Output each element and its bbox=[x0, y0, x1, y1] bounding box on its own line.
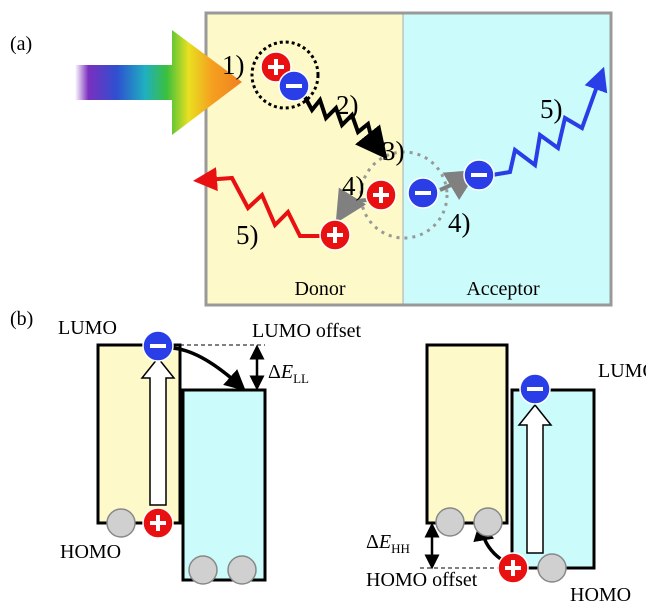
step-label: 5) bbox=[236, 220, 259, 250]
delta-label: ΔELL bbox=[268, 361, 309, 386]
offset-label: LUMO offset bbox=[252, 320, 362, 342]
empty-state bbox=[107, 509, 135, 537]
homo-label: HOMO bbox=[60, 541, 121, 563]
homo-label: HOMO bbox=[570, 584, 631, 606]
donor-label: Donor bbox=[294, 278, 345, 300]
empty-state bbox=[189, 556, 217, 584]
acceptor-label: Acceptor bbox=[466, 278, 540, 300]
step-label: 2) bbox=[336, 90, 359, 120]
diagram: (a) 1) 2) 3) 4) 4) 5) 5) Donor Acceptor … bbox=[0, 0, 646, 606]
panel-label: (b) bbox=[10, 308, 33, 330]
step-label: 4) bbox=[342, 171, 365, 201]
empty-state bbox=[538, 554, 566, 582]
transfer-arrow bbox=[172, 348, 238, 384]
delta-sub: HH bbox=[391, 541, 410, 556]
step-label: 3) bbox=[382, 136, 405, 166]
lumo-label: LUMO bbox=[598, 360, 646, 382]
delta-var: E bbox=[378, 531, 391, 553]
step-label: 5) bbox=[540, 94, 563, 124]
acceptor-box bbox=[183, 390, 265, 580]
delta-symbol: Δ bbox=[268, 361, 281, 383]
empty-state bbox=[474, 508, 502, 536]
delta-symbol: Δ bbox=[366, 531, 379, 553]
empty-state bbox=[436, 508, 464, 536]
delta-sub: LL bbox=[293, 371, 309, 386]
panel-label: (a) bbox=[10, 33, 32, 55]
empty-state bbox=[228, 556, 256, 584]
step-label: 4) bbox=[448, 208, 471, 238]
step-label: 1) bbox=[222, 50, 245, 80]
offset-label: HOMO offset bbox=[366, 569, 478, 591]
acceptor-box bbox=[512, 390, 594, 568]
delta-var: E bbox=[280, 361, 293, 383]
donor-box bbox=[427, 345, 507, 523]
delta-label: ΔEHH bbox=[366, 531, 410, 556]
acceptor-region bbox=[403, 13, 611, 305]
lumo-label: LUMO bbox=[58, 317, 117, 339]
